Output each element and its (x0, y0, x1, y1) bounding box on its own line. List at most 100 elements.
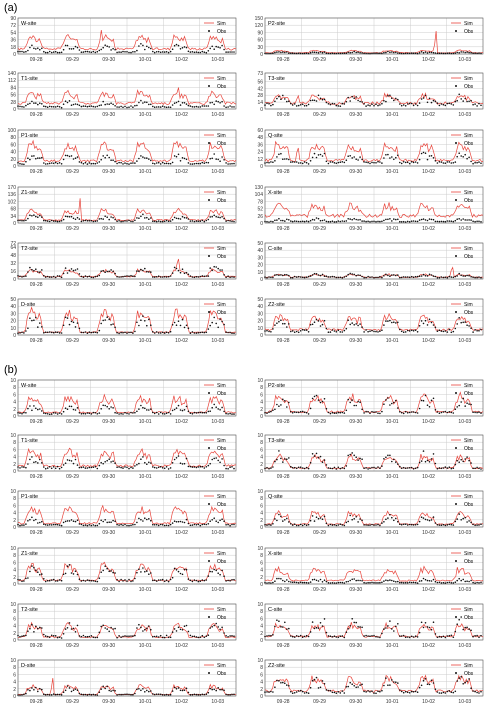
y-tick-label: 90 (10, 16, 16, 22)
obs-point (108, 689, 110, 692)
obs-point (161, 331, 164, 334)
obs-point (39, 458, 41, 461)
obs-point (221, 269, 223, 271)
obs-point (195, 466, 198, 469)
obs-point (108, 218, 110, 221)
obs-point (114, 690, 116, 692)
obs-point (456, 680, 459, 682)
obs-point (397, 274, 399, 276)
y-tick-label: 4 (260, 511, 263, 517)
obs-point (187, 104, 190, 107)
obs-point (280, 578, 282, 580)
obs-point (70, 460, 73, 462)
obs-point (68, 323, 71, 326)
obs-point (25, 50, 27, 53)
obs-point (345, 686, 348, 688)
obs-point (290, 276, 292, 279)
obs-point (327, 52, 330, 55)
obs-point (110, 102, 112, 104)
obs-point (114, 105, 116, 107)
obs-point (454, 327, 457, 330)
obs-point (460, 274, 463, 277)
obs-point (276, 156, 278, 158)
obs-point (46, 693, 49, 696)
obs-point (303, 105, 306, 107)
obs-point (393, 99, 395, 102)
obs-point (383, 458, 385, 460)
obs-point (132, 162, 134, 164)
obs-point (217, 216, 219, 218)
legend-obs-swatch (455, 392, 457, 394)
obs-point (213, 316, 215, 319)
obs-point (179, 324, 182, 327)
obs-point (438, 104, 441, 107)
y-tick-label: 8 (260, 609, 263, 615)
obs-point (412, 161, 415, 164)
obs-point (92, 524, 95, 526)
obs-point (474, 329, 476, 331)
obs-point (195, 412, 198, 414)
obs-point (359, 518, 361, 520)
obs-point (19, 162, 21, 165)
y-tick-label: 10 (10, 602, 16, 608)
obs-point (434, 688, 437, 690)
obs-point (470, 276, 472, 278)
obs-point (229, 331, 231, 334)
obs-point (217, 572, 219, 574)
obs-point (52, 635, 55, 637)
obs-point (379, 581, 381, 584)
obs-point (286, 406, 288, 408)
obs-point (100, 217, 102, 220)
obs-point (432, 621, 435, 623)
x-tick-label: 09-29 (313, 587, 326, 593)
obs-point (126, 466, 128, 469)
obs-point (205, 693, 208, 695)
obs-point (428, 51, 431, 54)
obs-point (167, 468, 170, 470)
obs-point (480, 468, 482, 470)
obs-point (21, 412, 23, 415)
obs-point (357, 159, 359, 161)
plot-frame (264, 242, 484, 280)
obs-point (402, 104, 405, 106)
obs-point (288, 100, 290, 102)
obs-point (365, 691, 367, 693)
obs-point (472, 331, 474, 333)
obs-point (35, 215, 37, 218)
obs-point (297, 411, 300, 414)
obs-point (80, 331, 83, 334)
obs-point (130, 635, 132, 637)
obs-point (365, 329, 367, 331)
site-label: Q-site (268, 133, 283, 139)
obs-point (130, 162, 132, 164)
obs-point (264, 524, 266, 526)
obs-point (400, 221, 403, 223)
obs-point (76, 216, 79, 219)
x-tick-label: 10-03 (458, 419, 471, 425)
x-tick-label: 10-03 (458, 530, 471, 536)
obs-point (209, 462, 211, 465)
obs-point (462, 517, 465, 520)
obs-point (357, 521, 359, 523)
obs-point (448, 634, 451, 637)
obs-point (128, 524, 130, 527)
obs-point (153, 412, 156, 415)
obs-point (19, 635, 21, 638)
obs-point (391, 628, 393, 630)
obs-point (19, 579, 21, 581)
site-label: T1-site (21, 438, 38, 444)
obs-point (92, 580, 95, 582)
obs-point (393, 580, 395, 582)
obs-point (193, 332, 196, 334)
obs-point (43, 633, 45, 636)
obs-point (468, 51, 470, 54)
obs-point (297, 104, 300, 107)
obs-point (276, 403, 278, 406)
obs-point (335, 692, 338, 694)
obs-point (470, 629, 472, 632)
obs-point (268, 221, 270, 223)
obs-point (21, 276, 23, 278)
obs-point (440, 103, 443, 105)
obs-point (62, 324, 65, 327)
